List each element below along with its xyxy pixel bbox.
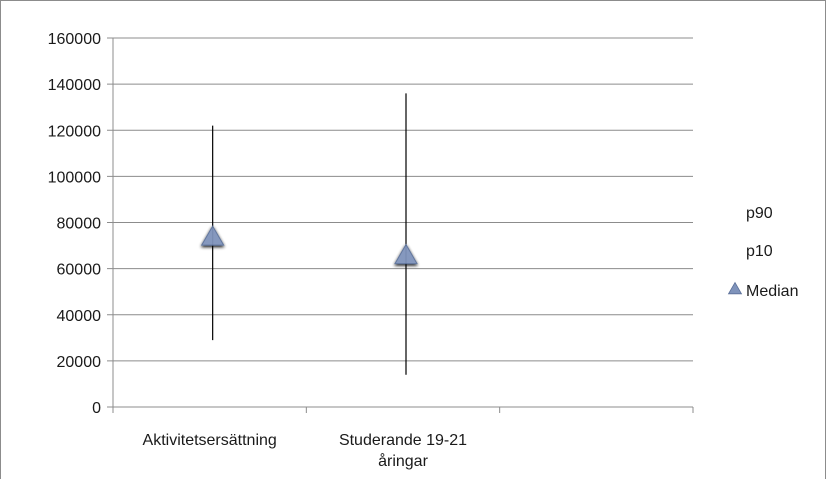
x-category-label: Aktivitetsersättning bbox=[143, 432, 277, 449]
y-tick-label: 100000 bbox=[48, 169, 101, 186]
y-tick-label: 40000 bbox=[57, 308, 102, 325]
median-marker bbox=[394, 243, 418, 265]
median-marker bbox=[200, 225, 225, 246]
gridlines bbox=[113, 37, 693, 408]
y-tick-label: 0 bbox=[92, 400, 101, 417]
legend: p90 p10 Median bbox=[727, 205, 798, 300]
y-tick-label: 140000 bbox=[48, 77, 101, 94]
y-axis: 160000 140000 120000 100000 80000 60000 40000 2… bbox=[48, 31, 114, 417]
x-axis: Aktivitetsersättning Studerande 19-21 årin… bbox=[112, 406, 694, 470]
legend-label-median: Median bbox=[746, 283, 798, 300]
y-tick-label: 60000 bbox=[57, 262, 102, 279]
range-lines bbox=[212, 93, 407, 375]
x-category-label: åringar bbox=[378, 452, 428, 470]
median-markers bbox=[200, 225, 418, 265]
y-tick-label: 160000 bbox=[48, 31, 101, 48]
y-tick-label: 80000 bbox=[57, 216, 102, 233]
x-category-label: Studerande 19-21 bbox=[339, 432, 467, 449]
y-tick-label: 20000 bbox=[57, 354, 102, 371]
legend-label-p10: p10 bbox=[746, 243, 773, 260]
legend-label-p90: p90 bbox=[746, 205, 773, 222]
y-tick-label: 120000 bbox=[48, 123, 101, 140]
legend-triangle-icon bbox=[727, 281, 743, 295]
